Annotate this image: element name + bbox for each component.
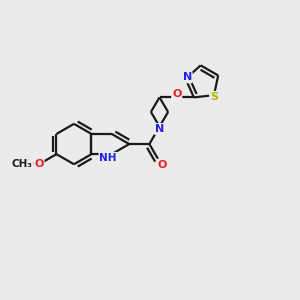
Text: S: S	[210, 92, 218, 102]
Text: N: N	[155, 124, 164, 134]
Text: O: O	[157, 160, 167, 170]
Text: O: O	[172, 89, 182, 99]
Text: O: O	[34, 159, 44, 169]
Text: CH₃: CH₃	[12, 159, 33, 169]
Text: N: N	[182, 72, 192, 82]
Text: NH: NH	[99, 153, 117, 163]
